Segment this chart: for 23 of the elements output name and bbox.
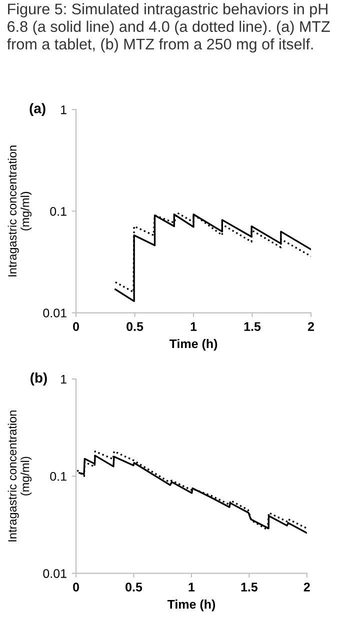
y-tick-label: 1 bbox=[61, 374, 66, 384]
text: (b) bbox=[30, 372, 47, 386]
x-tick-label: 1.5 bbox=[244, 322, 261, 331]
x-tick-label: 0 bbox=[73, 582, 80, 592]
x-tick-label: 2 bbox=[304, 582, 310, 592]
x-tick-label: 0.5 bbox=[126, 582, 142, 592]
x-axis-title: Time (h) bbox=[167, 600, 216, 612]
x-tick-label: 2 bbox=[308, 322, 314, 331]
x-tick-label: 0.5 bbox=[126, 322, 144, 331]
x-tick-label: 1 bbox=[190, 322, 197, 331]
text: (a) bbox=[30, 103, 46, 116]
x-tick-label: 1.5 bbox=[241, 582, 258, 592]
x-tick-label: 1 bbox=[188, 582, 195, 592]
y-tick-label: 0.01 bbox=[43, 308, 66, 318]
x-tick-label: 0 bbox=[73, 322, 80, 331]
y-axis-title: Intragastric concentration (mg/ml) bbox=[8, 410, 32, 542]
y-tick-label: 0.01 bbox=[43, 569, 66, 578]
y-tick-label: 0.1 bbox=[50, 206, 66, 216]
chart-title: Figure 5: Simulated intragastric behaviors in pH 6.8 (a solid line) and 4.0 (a dotted line). (a) MTZ from a tablet, (b) MTZ from a 250 mg of itself. bbox=[7, 3, 330, 53]
y-tick-label: 0.1 bbox=[50, 472, 66, 481]
y-tick-label: 1 bbox=[61, 105, 66, 114]
y-axis-title: Intragastric concentration (mg/ml) bbox=[8, 146, 32, 276]
x-axis-title: Time (h) bbox=[169, 339, 218, 351]
